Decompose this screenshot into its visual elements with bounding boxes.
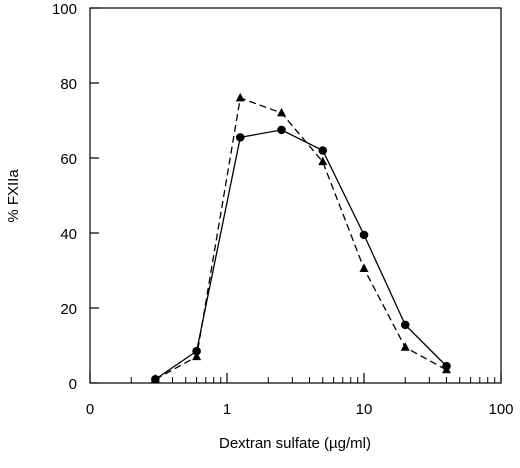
series-1-point [277,125,286,135]
x-tick-label: 10 [356,401,373,418]
y-tick-label: 100 [52,1,77,18]
series-1-point [359,230,369,240]
y-axis-label: % FXIIa [5,169,22,223]
series-layer [150,92,451,384]
series-2-line [155,97,447,380]
series-2-point [359,263,369,273]
series-1-point [400,320,410,330]
y-tick-label: 40 [60,226,77,243]
series-1-point [192,346,201,356]
y-tick-label: 80 [60,76,77,93]
y-tick-label: 0 [69,376,77,393]
y-tick-label: 20 [60,301,77,318]
series-2-point [318,156,328,166]
x-axis-label: Dextran sulfate (µg/ml) [219,435,371,452]
y-tick-label: 60 [60,151,77,168]
plot-frame [89,7,502,384]
series-2-point [277,107,287,117]
series-2-point [192,351,202,361]
series-1-line [155,129,447,380]
series-2-point [441,364,451,374]
series-1-point [318,146,328,155]
ticks-layer: 0 20 40 60 80 100 0 1 10 100 [52,1,514,418]
series-2-point [235,92,245,102]
series-2-point [150,374,160,383]
x-tick-label: 1 [223,401,231,418]
series-1-point [235,133,245,142]
x-tick-label: 0 [86,401,94,418]
x-tick-label: 100 [488,401,513,418]
series-2-point [400,342,410,351]
